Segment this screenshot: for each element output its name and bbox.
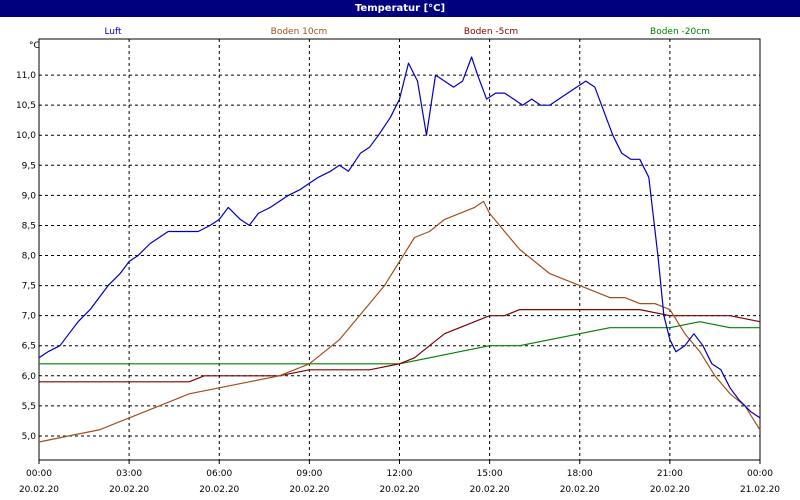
y-tick-label: 7,0 [22, 312, 37, 322]
x-tick-date: 20.02.20 [379, 485, 419, 495]
legend-entry: Boden -5cm [464, 27, 518, 37]
x-tick-date: 20.02.20 [289, 485, 329, 495]
x-tick-date: 20.02.20 [199, 485, 239, 495]
x-tick-time: 18:00 [567, 469, 593, 479]
legend: Luft Boden 10cm Boden -5cm Boden -20cm [104, 27, 710, 37]
y-tick-label: 10,5 [16, 101, 36, 111]
y-tick-label: 9,5 [22, 161, 36, 171]
y-tick-label: 9,0 [22, 191, 37, 201]
x-tick-time: 03:00 [116, 469, 142, 479]
y-tick-label: 5,0 [22, 432, 37, 442]
x-tick-date: 20.02.20 [109, 485, 149, 495]
series-line [38, 56, 761, 419]
x-axis: 00:00 20.02.20 03:00 20.02.20 06:00 20.02.20 0… [19, 460, 780, 495]
x-tick-time: 06:00 [206, 469, 232, 479]
x-tick-time: 21:00 [657, 469, 683, 479]
chart-title: Temperatur [°C] [0, 0, 800, 17]
x-tick-time: 00:00 [26, 469, 52, 479]
grid [39, 39, 760, 460]
legend-entry: Boden -20cm [650, 27, 710, 37]
y-axis: 5,0 5,5 6,0 6,5 7,0 7,5 8,0 8,5 9,0 9,5 10,0 10,5 11… [16, 71, 36, 442]
series-line [39, 309, 761, 383]
x-tick-time: 00:00 [747, 469, 773, 479]
x-tick-date: 20.02.20 [470, 485, 510, 495]
legend-entry: Luft [104, 27, 122, 37]
legend-entry: Boden 10cm [271, 27, 328, 37]
x-tick-date: 21.02.20 [740, 485, 780, 495]
y-tick-label: 5,5 [22, 402, 36, 412]
y-axis-unit-label: °C [29, 41, 40, 51]
y-tick-label: 11,0 [16, 71, 36, 81]
x-tick-time: 12:00 [387, 469, 413, 479]
y-tick-label: 6,5 [22, 342, 36, 352]
x-tick-time: 15:00 [477, 469, 503, 479]
y-tick-label: 8,5 [22, 221, 36, 231]
series-lines [38, 56, 761, 443]
y-tick-label: 7,5 [22, 282, 36, 292]
y-tick-label: 10,0 [16, 131, 36, 141]
y-tick-label: 8,0 [22, 252, 37, 262]
x-tick-date: 20.02.20 [560, 485, 600, 495]
y-tick-label: 6,0 [22, 372, 37, 382]
x-tick-date: 20.02.20 [19, 485, 59, 495]
series-line [39, 321, 760, 365]
x-tick-date: 20.02.20 [650, 485, 690, 495]
x-tick-time: 09:00 [296, 469, 322, 479]
